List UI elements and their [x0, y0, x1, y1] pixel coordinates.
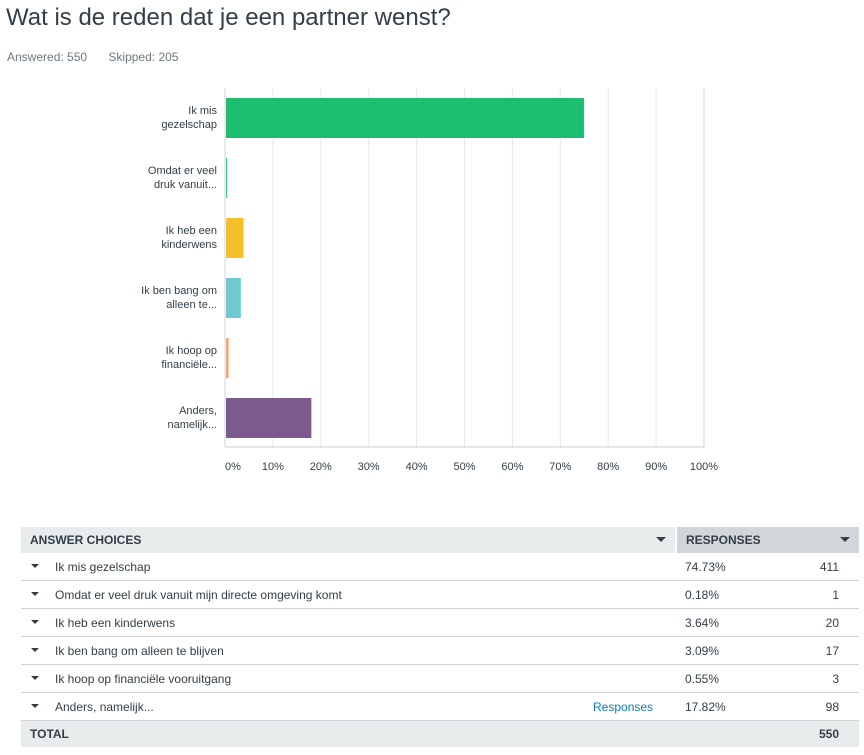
response-meta: Answered: 550 Skipped: 205	[7, 50, 196, 64]
category-label-line: namelijk...	[167, 419, 217, 431]
question-title: Wat is de reden dat je een partner wenst…	[6, 4, 451, 31]
table-total-row: TOTAL 550	[21, 721, 859, 747]
expand-caret-icon[interactable]	[31, 592, 39, 596]
bar[interactable]	[226, 158, 227, 198]
row-count: 1	[832, 587, 839, 602]
category-label-line: Omdat er veel	[147, 165, 217, 177]
bar[interactable]	[226, 98, 584, 138]
responses-link[interactable]: Responses	[593, 699, 654, 714]
x-tick-label: 80%	[597, 461, 619, 473]
row-percent: 3.09%	[685, 643, 720, 658]
category-label-line: Anders,	[179, 405, 217, 417]
expand-caret-icon[interactable]	[31, 648, 39, 652]
bar-chart: 0% 10% 20% 30% 40% 50% 60% 70% 80% 90% 100%	[224, 88, 718, 473]
x-tick-label: 60%	[501, 461, 523, 473]
row-count: 411	[819, 559, 839, 574]
table-row: Anders, namelijk... Responses 17.82% 98	[21, 693, 859, 721]
x-tick-label: 10%	[262, 461, 284, 473]
category-label-line: financiële...	[161, 359, 217, 371]
total-count: 550	[818, 727, 839, 741]
row-count: 3	[832, 671, 839, 686]
row-count: 17	[825, 643, 839, 658]
expand-caret-icon[interactable]	[31, 676, 39, 680]
category-label: Ik heb een kinderwens	[97, 224, 217, 252]
category-label-line: Ik hoop op	[165, 345, 217, 357]
sort-caret-icon[interactable]	[656, 537, 666, 542]
x-tick-label: 70%	[549, 461, 571, 473]
row-percent: 17.82%	[685, 699, 726, 714]
sort-caret-icon[interactable]	[840, 537, 850, 542]
row-label: Ik hoop op financiële vooruitgang	[55, 671, 232, 686]
expand-caret-icon[interactable]	[31, 564, 39, 568]
bar[interactable]	[226, 398, 312, 438]
category-label: Ik ben bang om alleen te...	[97, 284, 217, 312]
category-label-line: Ik mis	[188, 105, 217, 117]
x-tick-label: 20%	[310, 461, 332, 473]
bar[interactable]	[226, 278, 241, 318]
table-header: ANSWER CHOICES RESPONSES	[21, 527, 859, 553]
row-percent: 74.73%	[685, 559, 726, 574]
category-label: Ik mis gezelschap	[97, 104, 217, 132]
expand-caret-icon[interactable]	[31, 620, 39, 624]
row-label: Ik mis gezelschap	[55, 559, 151, 574]
table-body: Ik mis gezelschap 74.73% 411 Omdat er veel …	[21, 553, 859, 721]
table-row: Ik ben bang om alleen te blijven 3.09% 17	[21, 637, 859, 665]
row-label: Anders, namelijk...	[55, 699, 154, 714]
row-count: 98	[825, 699, 839, 714]
category-label-line: gezelschap	[161, 119, 217, 131]
x-tick-label: 0%	[225, 461, 241, 473]
answered-count: Answered: 550	[7, 50, 88, 64]
x-tick-label: 30%	[358, 461, 380, 473]
row-label: Ik heb een kinderwens	[55, 615, 176, 630]
row-percent: 0.55%	[685, 671, 720, 686]
x-tick-label: 40%	[406, 461, 428, 473]
table-row: Ik mis gezelschap 74.73% 411	[21, 553, 859, 581]
answer-choices-header[interactable]: ANSWER CHOICES	[21, 527, 675, 553]
category-label: Omdat er veel druk vanuit...	[97, 164, 217, 192]
category-label-line: alleen te...	[166, 299, 217, 311]
x-tick-label: 50%	[453, 461, 475, 473]
expand-caret-icon[interactable]	[31, 704, 39, 708]
row-percent: 3.64%	[685, 615, 720, 630]
category-label-line: kinderwens	[161, 239, 217, 251]
bar[interactable]	[226, 338, 229, 378]
total-label: TOTAL	[30, 727, 69, 741]
answer-table: ANSWER CHOICES RESPONSES Ik mis gezelsch…	[21, 527, 859, 747]
row-percent: 0.18%	[685, 587, 720, 602]
table-row: Omdat er veel druk vanuit mijn directe o…	[21, 581, 859, 609]
category-label: Ik hoop op financiële...	[97, 344, 217, 372]
x-tick-label: 100%	[690, 461, 718, 473]
table-row: Ik heb een kinderwens 3.64% 20	[21, 609, 859, 637]
row-label: Ik ben bang om alleen te blijven	[55, 643, 224, 658]
skipped-count: Skipped: 205	[108, 50, 179, 64]
x-tick-label: 90%	[645, 461, 667, 473]
bar[interactable]	[226, 218, 244, 258]
table-row: Ik hoop op financiële vooruitgang 0.55% 3	[21, 665, 859, 693]
responses-header[interactable]: RESPONSES	[677, 527, 859, 553]
category-label-line: Ik ben bang om	[141, 285, 217, 297]
category-label-line: druk vanuit...	[154, 179, 217, 191]
row-count: 20	[825, 615, 839, 630]
category-label-line: Ik heb een	[165, 225, 217, 237]
row-label: Omdat er veel druk vanuit mijn directe o…	[55, 587, 342, 602]
category-label: Anders, namelijk...	[97, 404, 217, 432]
